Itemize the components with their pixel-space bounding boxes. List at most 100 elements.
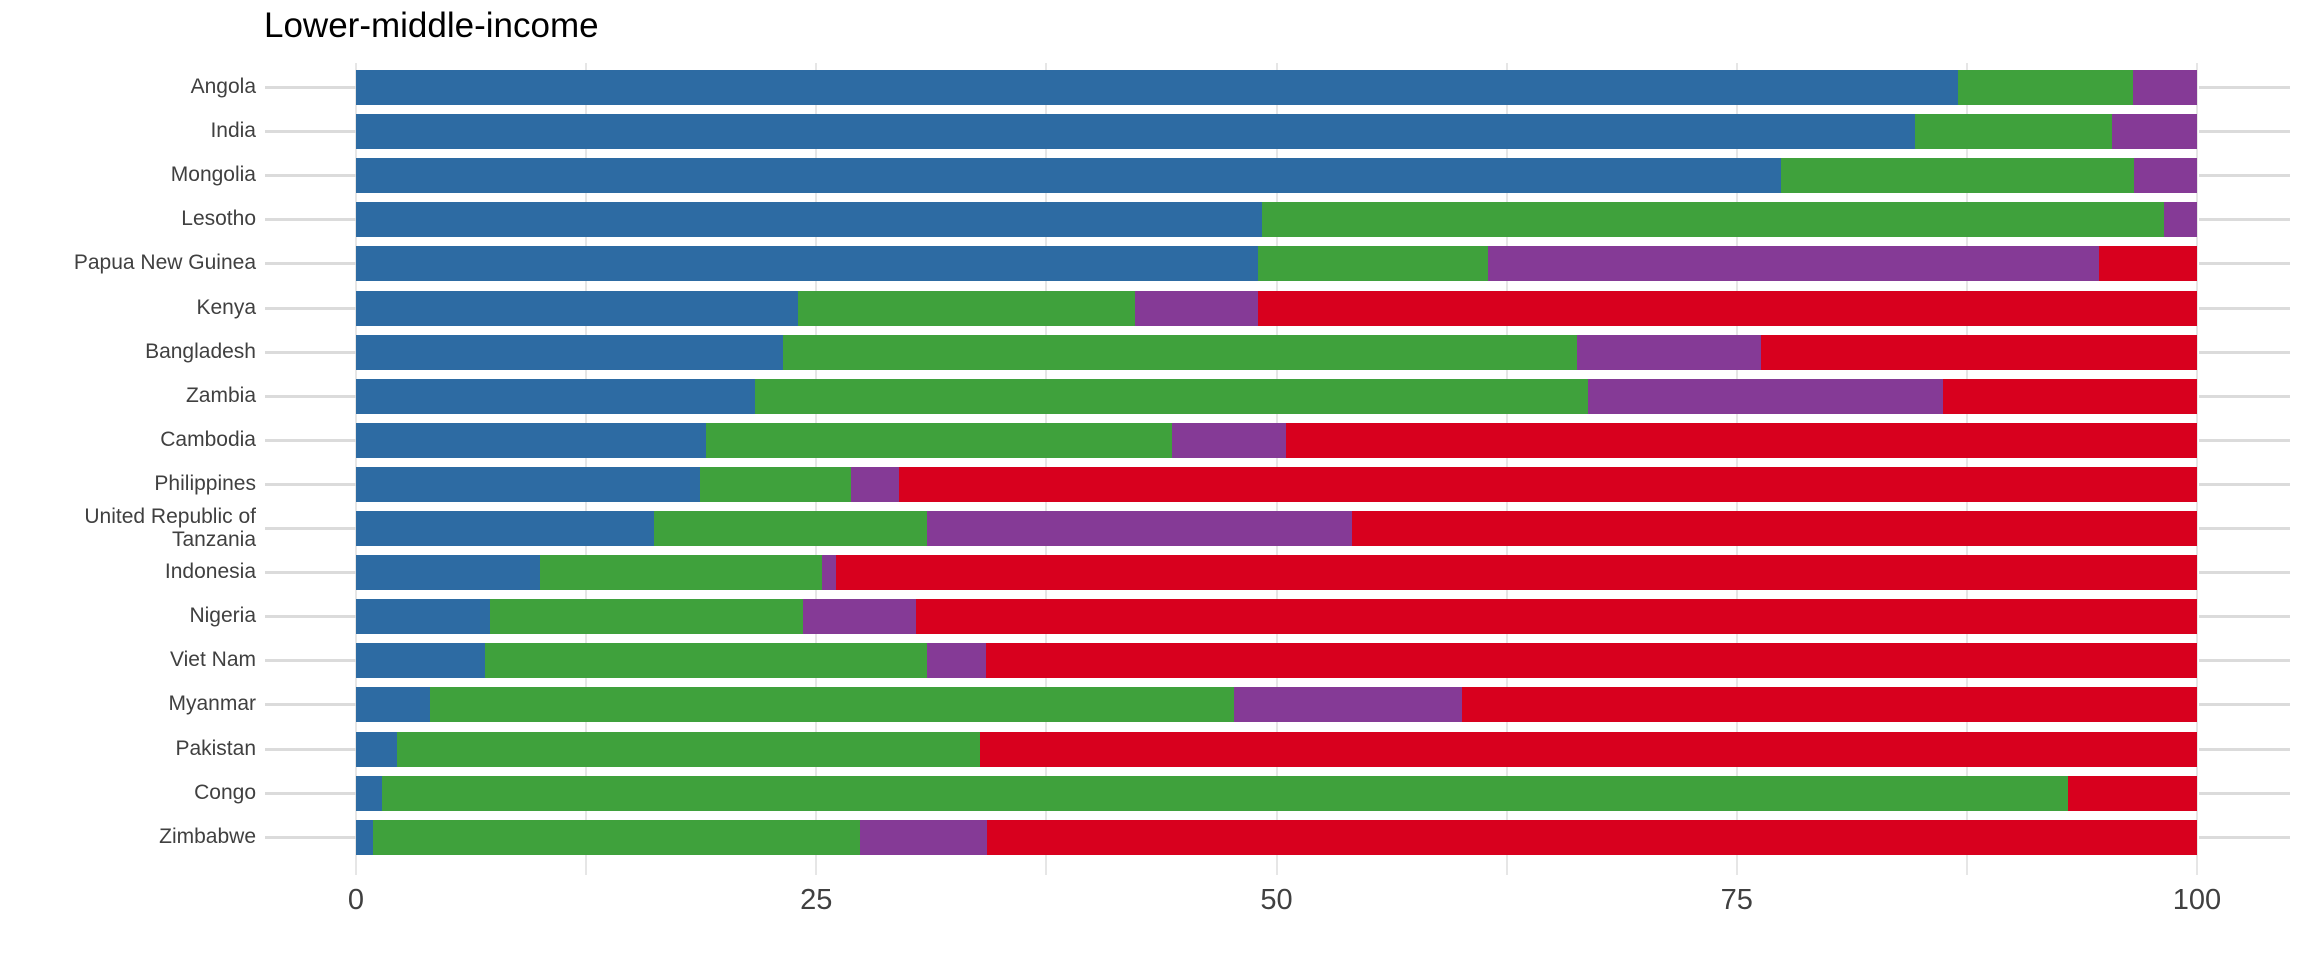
segment-green xyxy=(540,555,822,591)
bar-row-mongolia xyxy=(356,158,2197,194)
segment-green xyxy=(490,599,804,635)
segment-blue xyxy=(356,246,1259,282)
axis-tick-line-right xyxy=(2199,394,2290,398)
segment-blue xyxy=(356,466,701,502)
axis-tick-line-right xyxy=(2199,130,2290,134)
bar-row-viet-nam xyxy=(356,643,2197,679)
segment-red xyxy=(2099,246,2197,282)
segment-green xyxy=(396,731,981,767)
segment-green xyxy=(372,819,861,855)
bar-row-philippines xyxy=(356,466,2197,502)
bar-row-nigeria xyxy=(356,599,2197,635)
axis-tick-line-left xyxy=(265,571,356,575)
axis-tick-line-right xyxy=(2199,527,2290,530)
segment-green xyxy=(705,422,1172,458)
bar-row-angola xyxy=(356,70,2197,105)
segment-purple xyxy=(860,819,988,855)
segment-blue xyxy=(356,70,1958,105)
segment-red xyxy=(987,819,2197,855)
x-axis-tick-label: 0 xyxy=(347,884,365,916)
segment-blue xyxy=(356,819,373,855)
y-axis-label-myanmar: Myanmar xyxy=(168,692,256,716)
y-axis-label-cambodia: Cambodia xyxy=(160,427,256,451)
segment-green xyxy=(700,466,852,502)
bar-row-congo xyxy=(356,775,2197,811)
segment-red xyxy=(1258,290,2197,326)
segment-red xyxy=(2068,775,2197,811)
axis-tick-line-left xyxy=(265,86,356,89)
axis-tick-line-left xyxy=(265,703,356,707)
y-axis-label-pakistan: Pakistan xyxy=(175,736,256,760)
segment-purple xyxy=(2163,202,2197,238)
y-axis-label-zambia: Zambia xyxy=(185,383,256,407)
chart-title: Lower-middle-income xyxy=(264,6,599,45)
bar-row-kenya xyxy=(356,290,2197,326)
axis-tick-line-right xyxy=(2199,835,2290,839)
y-axis-label-united-republic-of-tanzania: United Republic of Tanzania xyxy=(84,504,256,551)
bar-row-cambodia xyxy=(356,422,2197,458)
segment-blue xyxy=(356,158,1781,194)
segment-blue xyxy=(356,511,655,546)
x-axis-tick-label: 25 xyxy=(800,884,833,916)
y-axis-label-viet-nam: Viet Nam xyxy=(170,648,256,672)
segment-purple xyxy=(2112,114,2197,150)
y-axis-label-zimbabwe: Zimbabwe xyxy=(159,824,256,848)
axis-tick-line-left xyxy=(265,306,356,310)
x-gridline xyxy=(2196,63,2198,875)
segment-purple xyxy=(803,599,916,635)
segment-blue xyxy=(356,334,784,370)
segment-red xyxy=(985,643,2197,679)
segment-blue xyxy=(356,422,706,458)
segment-blue xyxy=(356,202,1262,238)
y-axis-label-lesotho: Lesotho xyxy=(181,207,256,231)
segment-green xyxy=(484,643,927,679)
segment-purple xyxy=(1234,687,1463,723)
segment-green xyxy=(797,290,1135,326)
axis-tick-line-right xyxy=(2199,615,2290,619)
axis-tick-line-left xyxy=(265,615,356,619)
segment-red xyxy=(1462,687,2197,723)
axis-tick-line-right xyxy=(2199,438,2290,442)
segment-purple xyxy=(926,643,986,679)
segment-red xyxy=(1285,422,2197,458)
bar-row-india xyxy=(356,114,2197,150)
axis-tick-line-left xyxy=(265,218,356,222)
segment-purple xyxy=(821,555,837,591)
segment-green xyxy=(429,687,1235,723)
segment-red xyxy=(915,599,2197,635)
segment-purple xyxy=(1587,378,1943,414)
y-axis-label-congo: Congo xyxy=(194,780,256,804)
y-axis-label-papua-new-guinea: Papua New Guinea xyxy=(73,251,256,275)
segment-purple xyxy=(851,466,900,502)
segment-green xyxy=(1780,158,2135,194)
segment-blue xyxy=(356,378,756,414)
segment-green xyxy=(1957,70,2133,105)
segment-blue xyxy=(356,687,430,723)
bar-row-bangladesh xyxy=(356,334,2197,370)
segment-red xyxy=(980,731,2197,767)
segment-red xyxy=(836,555,2197,591)
bar-row-papua-new-guinea xyxy=(356,246,2197,282)
segment-purple xyxy=(1171,422,1286,458)
axis-tick-line-left xyxy=(265,438,356,442)
bar-row-zambia xyxy=(356,378,2197,414)
x-axis-tick-label: 100 xyxy=(2172,884,2222,916)
axis-tick-line-right xyxy=(2199,747,2290,751)
segment-purple xyxy=(2132,70,2197,105)
segment-purple xyxy=(2134,158,2197,194)
segment-red xyxy=(1760,334,2197,370)
segment-blue xyxy=(356,775,382,811)
axis-tick-line-right xyxy=(2199,659,2290,663)
y-axis-label-philippines: Philippines xyxy=(154,471,256,495)
axis-tick-line-left xyxy=(265,527,356,530)
y-axis-label-bangladesh: Bangladesh xyxy=(145,339,256,363)
segment-purple xyxy=(1488,246,2100,282)
segment-green xyxy=(1261,202,2164,238)
bar-row-myanmar xyxy=(356,687,2197,723)
axis-tick-line-right xyxy=(2199,703,2290,707)
segment-blue xyxy=(356,599,491,635)
axis-tick-line-right xyxy=(2199,174,2290,178)
y-axis-label-mongolia: Mongolia xyxy=(170,163,256,187)
y-axis-label-angola: Angola xyxy=(190,75,256,98)
